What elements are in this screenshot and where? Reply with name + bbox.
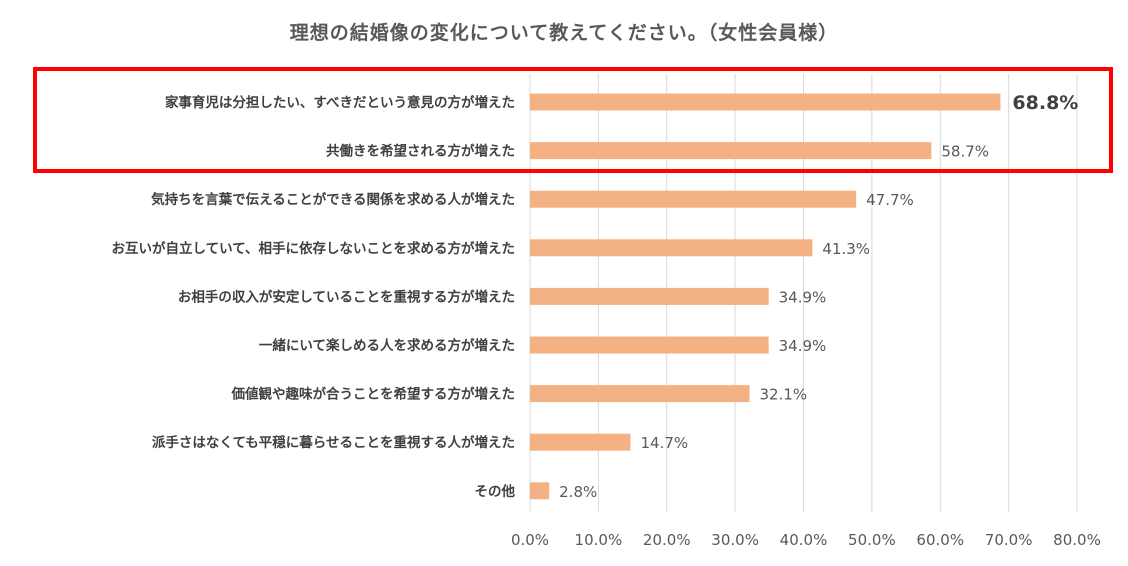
data-label: 34.9% (779, 337, 827, 355)
x-tick-label: 10.0% (575, 531, 623, 549)
data-label: 41.3% (822, 240, 870, 258)
data-label: 34.9% (779, 288, 827, 306)
data-label: 47.7% (866, 191, 914, 209)
bar (530, 385, 750, 403)
x-tick-label: 0.0% (511, 531, 549, 549)
category-label: 共働きを希望される方が増えた (326, 143, 515, 160)
bar (530, 190, 857, 208)
category-labels: 家事育児は分担したい、すべきだという意見の方が増えた共働きを希望される方が増えた… (111, 94, 515, 500)
data-labels: 68.8% 58.7% 47.7% 41.3% 34.9% 34.9% 32.1% 14.7%… (559, 92, 1078, 501)
x-tick-label: 80.0% (1053, 531, 1101, 549)
x-tick-label: 30.0% (711, 531, 759, 549)
bar (530, 287, 769, 305)
data-label: 68.8% (1012, 92, 1078, 114)
x-tick-label: 50.0% (848, 531, 896, 549)
bar (530, 239, 813, 257)
chart-title: 理想の結婚像の変化について教えてください。（女性会員様） (289, 22, 839, 44)
category-label: お互いが自立していて、相手に依存しないことを求める方が増えた (111, 240, 515, 257)
bar (530, 93, 1001, 111)
data-label: 32.1% (759, 386, 807, 404)
category-label: 家事育児は分担したい、すべきだという意見の方が増えた (165, 94, 515, 111)
category-label: 一緒にいて楽しめる人を求める方が増えた (259, 337, 515, 354)
data-label: 58.7% (941, 143, 989, 161)
bars (530, 93, 1001, 500)
bar (530, 336, 769, 354)
x-tick-label: 40.0% (780, 531, 828, 549)
x-tick-label: 20.0% (643, 531, 691, 549)
data-label: 2.8% (559, 483, 597, 501)
category-label: 気持ちを言葉で伝えることができる関係を求める人が増えた (151, 191, 515, 208)
category-label: その他 (475, 483, 516, 500)
bar (530, 433, 631, 451)
x-axis-ticks: 0.0% 10.0% 20.0% 30.0% 40.0% 50.0% 60.0% 70.0% 8… (511, 531, 1101, 549)
category-label: お相手の収入が安定していることを重視する方が増えた (178, 288, 515, 305)
x-tick-label: 70.0% (985, 531, 1033, 549)
x-tick-label: 60.0% (916, 531, 964, 549)
bar (530, 482, 550, 500)
data-label: 14.7% (641, 434, 689, 452)
highlight-box (33, 67, 1113, 173)
category-label: 派手さはなくても平穏に暮らせることを重視する人が増えた (152, 434, 515, 451)
category-label: 価値観や趣味が合うことを希望する方が増えた (231, 386, 516, 403)
bar (530, 142, 932, 160)
